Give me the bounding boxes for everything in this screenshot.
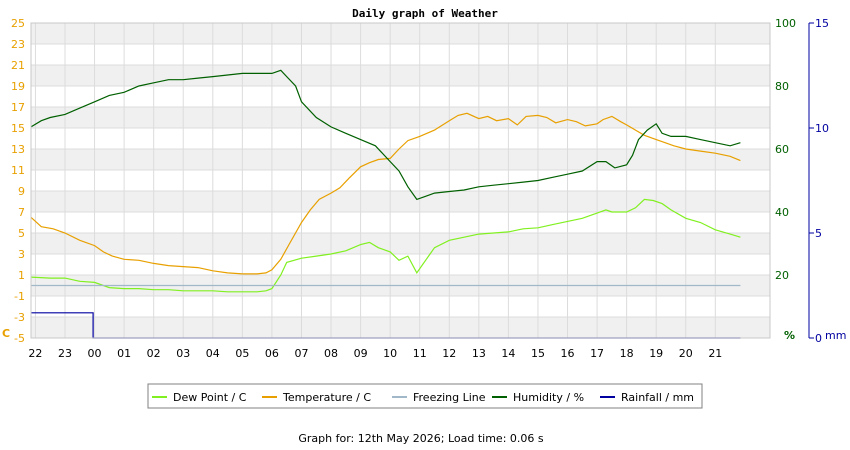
x-tick-label: 00 <box>88 347 102 360</box>
x-tick-label: 01 <box>117 347 131 360</box>
x-tick-label: 11 <box>413 347 427 360</box>
plot-border <box>30 22 771 339</box>
plot-area <box>31 23 770 338</box>
x-tick-label: 10 <box>383 347 397 360</box>
chart-title: Daily graph of Weather <box>352 7 498 20</box>
x-tick-label: 06 <box>265 347 279 360</box>
series-line-humidity <box>30 69 741 201</box>
left-tick-label: 13 <box>11 143 25 156</box>
humidity-tick-label: 80 <box>775 80 789 93</box>
left-tick-label: -5 <box>14 332 25 345</box>
left-tick-label: 19 <box>11 80 25 93</box>
left-tick-label: 9 <box>18 185 25 198</box>
rainfall-tick-label: 5 <box>815 227 822 240</box>
left-tick-label: -3 <box>14 311 25 324</box>
left-tick-label: 15 <box>11 122 25 135</box>
legend: Dew Point / C Temperature / C Freezing Lin… <box>147 383 703 409</box>
x-tick-label: 18 <box>620 347 634 360</box>
humidity-tick-label: 40 <box>775 206 789 219</box>
left-axis-unit: C <box>2 327 10 340</box>
x-tick-label: 03 <box>176 347 190 360</box>
legend-label-freezing-line: Freezing Line <box>413 391 486 404</box>
x-tick-label: 23 <box>58 347 72 360</box>
x-tick-label: 15 <box>531 347 545 360</box>
x-tick-label: 16 <box>561 347 575 360</box>
legend-label-rainfall: Rainfall / mm <box>621 391 694 404</box>
legend-label-dew-point: Dew Point / C <box>173 391 247 404</box>
rainfall-tick-label: 0 <box>815 332 822 345</box>
rainfall-axis-unit: mm <box>825 329 846 342</box>
humidity-tick-label: 20 <box>775 269 789 282</box>
left-tick-label: 23 <box>11 38 25 51</box>
x-tick-label: 19 <box>649 347 663 360</box>
x-tick-label: 04 <box>206 347 220 360</box>
series-line-temperature <box>30 112 741 275</box>
x-tick-label: 20 <box>679 347 693 360</box>
left-tick-label: 5 <box>18 227 25 240</box>
x-tick-label: 05 <box>235 347 249 360</box>
left-tick-label: 3 <box>18 248 25 261</box>
x-tick-label: 02 <box>147 347 161 360</box>
humidity-tick-label: 100 <box>775 17 796 30</box>
grid-band <box>31 65 770 86</box>
legend-label-humidity: Humidity / % <box>513 391 584 404</box>
x-tick-label: 07 <box>294 347 308 360</box>
rainfall-tick-label: 10 <box>815 122 829 135</box>
x-tick-label: 12 <box>442 347 456 360</box>
chart-footer: Graph for: 12th May 2026; Load time: 0.0… <box>298 432 544 445</box>
left-tick-label: -1 <box>14 290 25 303</box>
left-tick-label: 21 <box>11 59 25 72</box>
series-line-dew-point <box>30 198 741 293</box>
x-tick-label: 17 <box>590 347 604 360</box>
humidity-axis-unit: % <box>784 329 795 342</box>
x-tick-label: 22 <box>28 347 42 360</box>
grid-band <box>31 107 770 128</box>
axes: -5-3-1135791113151719212325C20406080100%… <box>2 17 846 360</box>
grid-band <box>31 317 770 338</box>
left-tick-label: 25 <box>11 17 25 30</box>
grid-band <box>31 233 770 254</box>
humidity-tick-label: 60 <box>775 143 789 156</box>
left-tick-label: 7 <box>18 206 25 219</box>
left-tick-label: 11 <box>11 164 25 177</box>
x-tick-label: 13 <box>472 347 486 360</box>
grid-band <box>31 149 770 170</box>
left-tick-label: 1 <box>18 269 25 282</box>
grid-band <box>31 23 770 44</box>
grid-band <box>31 191 770 212</box>
x-tick-label: 21 <box>708 347 722 360</box>
x-tick-label: 08 <box>324 347 338 360</box>
left-tick-label: 17 <box>11 101 25 114</box>
rainfall-tick-label: 15 <box>815 17 829 30</box>
x-tick-label: 14 <box>501 347 515 360</box>
x-tick-label: 09 <box>354 347 368 360</box>
legend-label-temperature: Temperature / C <box>282 391 371 404</box>
